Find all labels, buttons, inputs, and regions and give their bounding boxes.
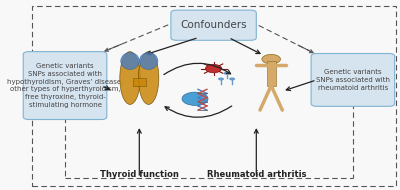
FancyBboxPatch shape xyxy=(311,54,395,106)
Bar xyxy=(267,61,276,86)
Circle shape xyxy=(229,78,235,81)
Circle shape xyxy=(218,78,224,81)
Ellipse shape xyxy=(121,53,139,70)
Ellipse shape xyxy=(120,52,140,105)
Circle shape xyxy=(262,55,280,64)
Circle shape xyxy=(206,64,222,73)
FancyBboxPatch shape xyxy=(171,10,256,40)
Bar xyxy=(133,78,146,86)
Ellipse shape xyxy=(138,52,159,105)
Text: Genetic variants
SNPs associated with
rheumatoid arthritis: Genetic variants SNPs associated with rh… xyxy=(316,69,390,91)
Text: Rheumatoid arthritis: Rheumatoid arthritis xyxy=(206,170,306,179)
Circle shape xyxy=(224,72,230,75)
Circle shape xyxy=(182,92,208,105)
Ellipse shape xyxy=(139,53,158,70)
FancyBboxPatch shape xyxy=(23,52,107,120)
Text: Thyroid function: Thyroid function xyxy=(100,170,179,179)
Text: Genetic variants
SNPs associated with
hypothyroidism, Graves’ disease,
other typ: Genetic variants SNPs associated with hy… xyxy=(7,63,123,108)
Text: Confounders: Confounders xyxy=(180,20,247,30)
